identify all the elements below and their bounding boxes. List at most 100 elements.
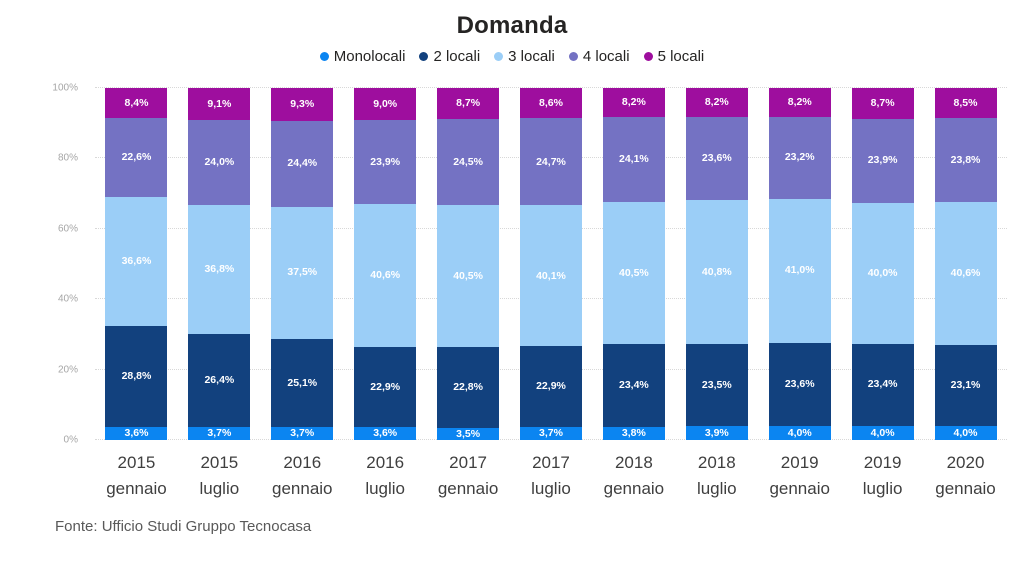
stacked-bar[interactable]: 4,0% 23,6% 41,0% 23,2% 8,2% [768,88,831,440]
bar-segment-2-locali[interactable]: 23,4% [602,344,665,427]
segment-data-label: 40,5% [453,269,483,282]
segment-data-label: 22,6% [121,151,152,164]
stacked-bar[interactable]: 3,6% 22,9% 40,6% 23,9% 9,0% [354,88,417,440]
bar-segment-3-locali[interactable]: 41,0% [768,198,831,343]
bar-segment-2-locali[interactable]: 25,1% [271,338,334,427]
bar-segment-2-locali[interactable]: 22,9% [354,346,417,428]
stacked-bar[interactable]: 3,7% 25,1% 37,5% 24,4% 9,3% [271,88,334,440]
bar-segment-3-locali[interactable]: 40,1% [519,205,582,347]
bar-segment-5-locali[interactable]: 8,5% [934,88,997,118]
segment-data-label: 24,4% [287,157,318,170]
bar-group-2016-gennaio: 3,7% 25,1% 37,5% 24,4% 9,3% [261,88,344,440]
x-category-year: 2017 [449,453,487,472]
x-category-label: 2016 luglio [344,450,427,501]
bar-segment-4-locali[interactable]: 24,1% [602,116,665,202]
bar-segment-3-locali[interactable]: 37,5% [271,206,334,339]
bar-segment-3-locali[interactable]: 36,8% [188,204,251,335]
bar-segment-2-locali[interactable]: 22,8% [437,347,500,428]
bar-segment-monolocali[interactable]: 4,0% [934,425,997,440]
bar-segment-5-locali[interactable]: 9,1% [188,88,251,121]
legend-dot-icon [319,52,329,61]
bar-segment-monolocali[interactable]: 3,8% [602,426,665,440]
bar-segment-5-locali[interactable]: 8,6% [519,88,582,119]
bar-segment-3-locali[interactable]: 40,6% [934,201,997,345]
bar-segment-monolocali[interactable]: 3,7% [271,426,334,440]
legend-item-3-locali[interactable]: 3 locali [494,48,555,65]
segment-data-label: 3,7% [290,427,315,440]
bar-segment-4-locali[interactable]: 24,7% [519,118,582,206]
x-category-year: 2018 [614,453,653,472]
segment-data-label: 3,5% [456,427,481,440]
bar-segment-monolocali[interactable]: 4,0% [851,425,914,440]
segment-data-label: 23,9% [370,155,401,168]
bar-segment-monolocali[interactable]: 3,6% [354,427,417,440]
bar-segment-4-locali[interactable]: 24,0% [188,120,251,205]
segment-data-label: 8,4% [124,96,149,109]
stacked-bar[interactable]: 3,6% 28,8% 36,6% 22,6% 8,4% [105,88,168,440]
bar-segment-4-locali[interactable]: 23,2% [768,116,831,199]
segment-data-label: 40,6% [370,269,401,282]
bar-segment-monolocali[interactable]: 3,6% [105,427,168,440]
bar-segment-monolocali[interactable]: 3,7% [519,426,582,440]
bar-segment-4-locali[interactable]: 24,4% [271,120,334,207]
segment-data-label: 24,1% [619,153,649,166]
segment-data-label: 41,0% [784,264,815,277]
bar-segment-2-locali[interactable]: 23,5% [685,343,748,427]
legend-item-5-locali[interactable]: 5 locali [643,48,704,65]
bar-segment-monolocali[interactable]: 4,0% [768,425,831,440]
bar-segment-5-locali[interactable]: 8,2% [685,88,748,117]
bar-segment-3-locali[interactable]: 36,6% [105,197,168,326]
bar-segment-4-locali[interactable]: 23,8% [934,117,997,202]
stacked-bar[interactable]: 4,0% 23,1% 40,6% 23,8% 8,5% [934,88,997,440]
bar-segment-3-locali[interactable]: 40,5% [602,201,665,345]
bar-segment-2-locali[interactable]: 28,8% [105,325,168,428]
x-category-year: 2016 [366,453,405,472]
bar-segment-5-locali[interactable]: 8,7% [437,88,500,119]
bar-segment-3-locali[interactable]: 40,8% [685,199,748,344]
segment-data-label: 4,0% [870,426,895,439]
bar-segment-monolocali[interactable]: 3,5% [437,427,500,440]
bar-segment-3-locali[interactable]: 40,5% [437,204,500,348]
bar-segment-monolocali[interactable]: 3,9% [685,426,748,440]
bar-segment-2-locali[interactable]: 22,9% [519,346,582,427]
bar-segment-2-locali[interactable]: 23,4% [851,343,914,426]
x-category-label: 2018 luglio [675,450,758,501]
bar-segment-5-locali[interactable]: 9,3% [271,88,334,121]
bar-segment-5-locali[interactable]: 9,0% [354,88,417,120]
bar-segment-monolocali[interactable]: 3,7% [188,426,251,440]
stacked-bar[interactable]: 3,9% 23,5% 40,8% 23,6% 8,2% [685,88,748,440]
segment-data-label: 3,7% [539,427,563,440]
segment-data-label: 22,9% [536,380,566,393]
stacked-bar[interactable]: 3,5% 22,8% 40,5% 24,5% 8,7% [437,88,500,440]
legend-item-2-locali[interactable]: 2 locali [419,48,480,65]
bar-segment-5-locali[interactable]: 8,2% [602,88,665,117]
legend-item-monolocali[interactable]: Monolocali [319,48,405,65]
bar-segment-3-locali[interactable]: 40,0% [851,202,914,344]
bar-segment-4-locali[interactable]: 23,6% [685,116,748,200]
bar-segment-2-locali[interactable]: 23,6% [768,342,831,426]
stacked-bar[interactable]: 3,7% 22,9% 40,1% 24,7% 8,6% [519,88,582,440]
bar-segment-4-locali[interactable]: 23,9% [354,119,417,204]
bar-segment-5-locali[interactable]: 8,7% [851,88,914,119]
stacked-bar[interactable]: 4,0% 23,4% 40,0% 23,9% 8,7% [851,88,914,440]
legend-item-4-locali[interactable]: 4 locali [568,48,630,65]
bar-group-2019-luglio: 4,0% 23,4% 40,0% 23,9% 8,7% [841,88,924,440]
x-category-year: 2017 [532,453,570,472]
bars-row: 3,6% 28,8% 36,6% 22,6% 8,4% 3,7% 26,4% 36,8% 24,… [95,88,1007,440]
y-tick-label: 0% [63,434,78,446]
segment-data-label: 22,8% [453,381,483,394]
bar-segment-5-locali[interactable]: 8,2% [768,88,831,117]
x-category-label: 2018 gennaio [592,450,675,501]
bar-segment-2-locali[interactable]: 23,1% [934,344,997,426]
stacked-bar[interactable]: 3,8% 23,4% 40,5% 24,1% 8,2% [602,88,665,440]
bar-segment-2-locali[interactable]: 26,4% [188,334,251,427]
bar-segment-4-locali[interactable]: 23,9% [851,118,914,203]
bar-segment-5-locali[interactable]: 8,4% [105,88,168,118]
segment-data-label: 25,1% [287,376,318,389]
bar-segment-4-locali[interactable]: 22,6% [105,117,168,198]
bar-group-2015-gennaio: 3,6% 28,8% 36,6% 22,6% 8,4% [95,88,178,440]
stacked-bar[interactable]: 3,7% 26,4% 36,8% 24,0% 9,1% [188,88,251,440]
segment-data-label: 8,2% [621,96,646,109]
bar-segment-3-locali[interactable]: 40,6% [354,203,417,347]
bar-segment-4-locali[interactable]: 24,5% [437,118,500,205]
